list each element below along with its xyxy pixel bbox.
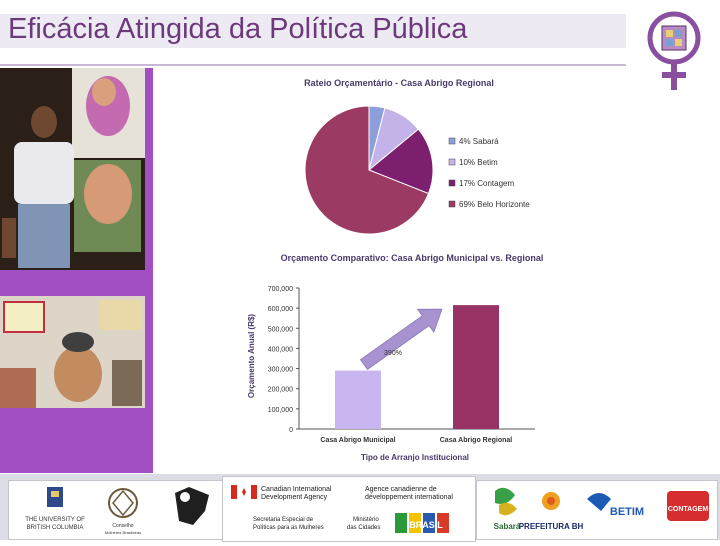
cida-en-line2: Development Agency bbox=[261, 494, 328, 501]
canada-flag-icon bbox=[231, 485, 257, 499]
legend-label: 4% Sabará bbox=[459, 137, 499, 146]
title-bar bbox=[0, 14, 626, 48]
legend-swatch bbox=[448, 200, 456, 208]
betim-text: BETIM bbox=[610, 506, 644, 518]
bar-chart-title: Orçamento Comparativo: Casa Abrigo Munic… bbox=[281, 253, 544, 263]
legend-swatch bbox=[448, 179, 456, 187]
slide-title: Eficácia Atingida da Política Pública bbox=[8, 13, 468, 45]
photo-graffiti-poster bbox=[0, 296, 145, 408]
cnm-logo-icon bbox=[108, 488, 138, 518]
pie-slice bbox=[368, 128, 434, 195]
photo-woman-with-paintings bbox=[0, 68, 145, 270]
y-tick-label: 700,000 bbox=[268, 286, 293, 293]
bar-y-axis-label: Orçamento Anual (R$) bbox=[247, 314, 256, 398]
x-tick-label: Casa Abrigo Municipal bbox=[320, 437, 395, 444]
sep-line2: Políticas para as Mulheres bbox=[253, 525, 324, 531]
cida-fr-line2: développement international bbox=[365, 494, 453, 501]
footer-partners-right: Sabará PREFEITURA BH BETIM CONTAGEM bbox=[476, 480, 718, 540]
pie-legend: 4% Sabará 10% Betim 17% Contagem 69% Belo H… bbox=[448, 137, 530, 209]
growth-arrow bbox=[359, 308, 443, 371]
title-rule bbox=[0, 64, 626, 66]
footer-partners-center: Canadian International Development Agenc… bbox=[222, 476, 476, 542]
y-tick-label: 100,000 bbox=[268, 407, 293, 414]
sep-line1: Secretaria Especial de bbox=[253, 517, 314, 523]
x-tick-label: Casa Abrigo Regional bbox=[440, 437, 513, 444]
ministerio-line2: das Cidades bbox=[347, 525, 380, 531]
bar-chart: 0 100,000 200,000 300,000 400,000 500,000 600,… bbox=[268, 286, 535, 444]
charts-svg: Rateio Orçamentário - Casa Abrigo Region… bbox=[247, 78, 544, 462]
legend-label: 17% Contagem bbox=[459, 179, 514, 188]
y-tick-label: 500,000 bbox=[268, 326, 293, 333]
cnm-line2: Mulheres Brasileiras bbox=[105, 530, 141, 535]
ministerio-line1: Ministério bbox=[353, 517, 379, 523]
legend-swatch bbox=[448, 137, 456, 145]
legend-label: 10% Betim bbox=[459, 158, 498, 167]
pie-chart-title: Rateio Orçamentário - Casa Abrigo Region… bbox=[304, 78, 494, 88]
chart-panel: Rateio Orçamentário - Casa Abrigo Region… bbox=[153, 68, 585, 473]
y-tick-label: 300,000 bbox=[268, 367, 293, 374]
y-tick-label: 200,000 bbox=[268, 387, 293, 394]
y-tick-label: 0 bbox=[289, 427, 293, 434]
pbh-sun-icon bbox=[542, 492, 560, 510]
ubc-logo-icon bbox=[47, 487, 63, 507]
accent-strip bbox=[145, 68, 153, 473]
footer-partners-left: THE UNIVERSITY OF BRITISH COLUMBIA Conse… bbox=[8, 480, 224, 540]
brasil-logo-icon bbox=[395, 513, 457, 533]
pie-chart bbox=[304, 105, 434, 235]
ubc-line2: BRITISH COLUMBIA bbox=[27, 525, 84, 531]
female-symbol-icon bbox=[647, 11, 701, 90]
arrow-annotation: 390% bbox=[384, 350, 402, 357]
y-tick-label: 600,000 bbox=[268, 306, 293, 313]
pbh-text: PREFEITURA BH bbox=[519, 522, 584, 531]
pie-slice bbox=[304, 105, 430, 235]
cnm-line1: Conselho bbox=[112, 523, 133, 529]
y-tick-label: 400,000 bbox=[268, 346, 293, 353]
brasil-text: BRASIL bbox=[409, 520, 443, 530]
betim-logo-icon bbox=[587, 493, 611, 511]
cida-en-line1: Canadian International bbox=[261, 486, 332, 493]
legend-swatch bbox=[448, 158, 456, 166]
cida-fr-line1: Agence canadienne de bbox=[365, 486, 437, 493]
hip-hop-dancer-icon bbox=[175, 487, 209, 525]
ubc-line1: THE UNIVERSITY OF bbox=[25, 517, 85, 523]
sabara-logo-icon bbox=[495, 487, 517, 516]
contagem-logo-icon bbox=[667, 491, 709, 521]
bar bbox=[335, 370, 381, 429]
sabara-text: Sabará bbox=[494, 522, 521, 531]
contagem-text: CONTAGEM bbox=[668, 506, 708, 513]
bar bbox=[453, 305, 499, 429]
legend-label: 69% Belo Horizonte bbox=[459, 200, 530, 209]
bar-x-axis-label: Tipo de Arranjo Institucional bbox=[361, 453, 469, 462]
